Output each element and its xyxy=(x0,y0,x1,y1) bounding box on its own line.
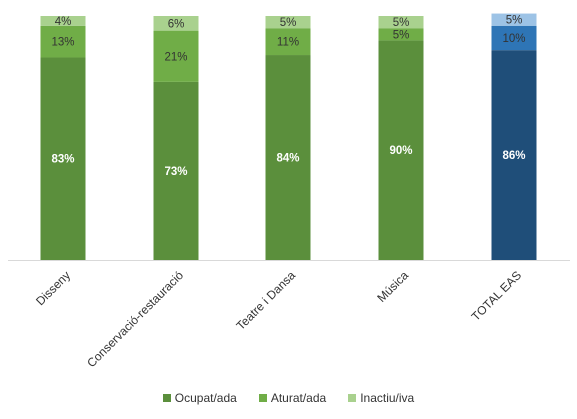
category-label: Música xyxy=(374,268,411,305)
legend-swatch xyxy=(258,394,267,402)
bar-segment xyxy=(378,40,424,261)
legend-label: Ocupat/ada xyxy=(174,391,237,405)
data-label: 84% xyxy=(276,153,299,165)
bar-segment xyxy=(153,16,199,31)
data-label: 5% xyxy=(280,17,297,29)
data-label: 4% xyxy=(55,16,72,28)
legend-swatch xyxy=(162,394,171,402)
bar-segment xyxy=(265,28,311,56)
bar-segment xyxy=(153,30,199,82)
data-label: 10% xyxy=(502,33,525,45)
data-label: 73% xyxy=(164,166,187,178)
data-label: 5% xyxy=(393,29,410,41)
legend-swatch xyxy=(348,394,357,402)
legend-item: Inactiu/iva xyxy=(348,391,414,405)
legend-item: Ocupat/ada xyxy=(162,391,237,405)
data-label: 13% xyxy=(51,37,74,49)
bar-segment xyxy=(378,16,424,29)
bar-segment xyxy=(491,25,537,51)
bar-segment xyxy=(491,13,537,26)
category-label: Disseny xyxy=(33,268,73,308)
bar-segment xyxy=(378,28,424,41)
data-label: 11% xyxy=(277,37,299,49)
data-label: 21% xyxy=(164,51,187,63)
bar-segment xyxy=(265,16,311,29)
legend: Ocupat/ada Aturat/ada Inactiu/iva xyxy=(0,391,577,405)
data-label: 90% xyxy=(389,145,412,157)
category-label: Conservació-restauració xyxy=(84,268,186,370)
legend-item: Aturat/ada xyxy=(258,391,327,405)
legend-label: Aturat/ada xyxy=(270,391,327,405)
data-label: 83% xyxy=(51,154,74,166)
bar-segment xyxy=(40,57,86,261)
data-label: 5% xyxy=(506,15,523,27)
category-label: Teatre i Dansa xyxy=(234,268,299,333)
bar-segment xyxy=(40,16,86,26)
bar-segment xyxy=(265,55,311,260)
data-label: 5% xyxy=(393,17,410,29)
category-label: TOTAL EAS xyxy=(469,268,524,323)
bar-segment xyxy=(40,25,86,58)
data-label: 86% xyxy=(502,150,525,162)
legend-label: Inactiu/iva xyxy=(360,391,415,405)
data-label: 6% xyxy=(168,18,185,30)
bar-segment xyxy=(153,81,199,260)
bar-segment xyxy=(491,50,537,260)
